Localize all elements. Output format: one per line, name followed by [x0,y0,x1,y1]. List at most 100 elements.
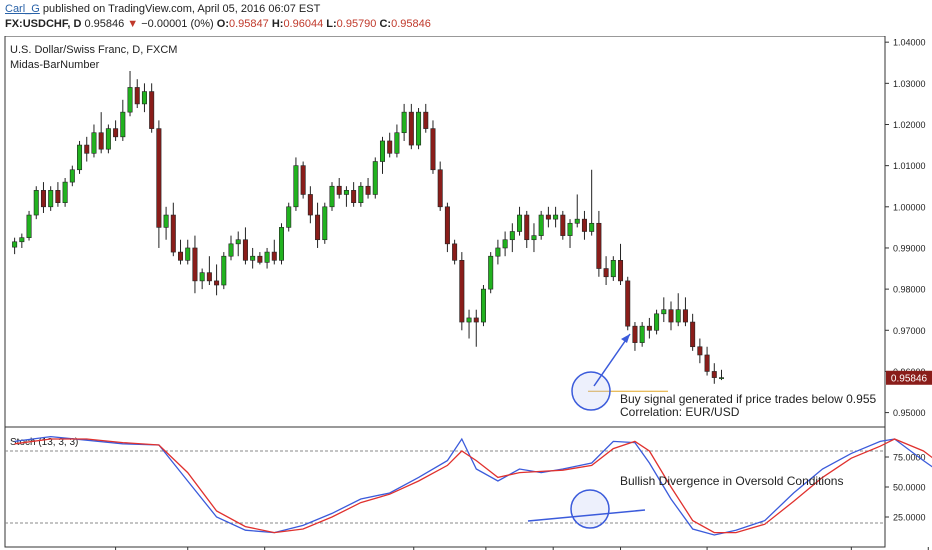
price-tick-label: 1.04000 [893,38,926,48]
candle-body [77,144,83,171]
candle-body [589,222,595,232]
candle-body [661,309,667,315]
publish-line: Carl_G published on TradingView.com, Apr… [5,3,320,15]
candle-body [654,313,660,331]
candle-body [206,272,212,282]
candle-body [156,128,162,228]
price-chart[interactable]: U.S. Dollar/Swiss Franc, D, FXCM Midas-B… [0,36,932,550]
candle-body [55,190,61,203]
author-link[interactable]: Carl_G [5,3,40,15]
candle-body [416,111,422,146]
candle-body [127,87,133,113]
high-label: H: [271,18,284,30]
arrow-head-icon [621,334,630,343]
candle-body [235,239,241,245]
candle-body [524,214,530,241]
candle-body [19,237,25,243]
candle-body [697,346,703,356]
last-price: 0.95846 [84,18,125,30]
price-tag-box [886,370,932,385]
candle-body [632,325,638,343]
candle-body [329,185,335,208]
target-arrow-line [593,333,631,387]
candle-body [517,214,523,232]
low-label: L: [326,18,337,30]
candle-body [141,91,147,105]
candle-body [553,214,559,220]
price-tick-label: 0.99000 [893,243,926,253]
high-value: 0.96044 [283,18,324,30]
price-axis: 1.04000 1.03000 1.02000 1.01000 1.00000 0.990… [885,38,926,523]
candle-body [488,255,494,290]
stoch-line-k [14,435,932,536]
candle-body [279,227,285,261]
candles-group [12,70,725,384]
price-tick-label: 0.97000 [893,326,926,336]
divergence-text: Bullish Divergence in Oversold Condition… [620,474,843,488]
candle-body [430,128,436,171]
candle-body [459,260,465,323]
candle-body [379,140,385,162]
candle-body [192,247,198,282]
candle-body [387,140,393,154]
price-tick-label: 0.95000 [893,408,926,418]
price-tick-label: 1.03000 [893,79,926,89]
candle-body [12,241,18,248]
price-tag-text: 0.95846 [891,373,928,384]
candle-body [322,206,328,241]
candle-body [62,181,68,203]
candle-body [509,231,515,241]
price-tick-label: 1.00000 [893,202,926,212]
candle-body [711,371,717,378]
candle-body [452,243,458,261]
candle-body [228,243,234,257]
candle-body [113,128,119,138]
candle-body [610,260,616,278]
candle-body [214,280,220,286]
candle-body [545,214,551,220]
candle-body [120,111,126,138]
candle-body [646,325,652,331]
candle-body [271,251,277,261]
candle-body [343,190,349,195]
published-text: published on TradingView.com, April 05, … [42,3,321,15]
candle-body [300,165,306,195]
chart-title: U.S. Dollar/Swiss Franc, D, FXCM [10,44,177,56]
candle-body [581,218,587,232]
symbol-line: FX:USDCHF, D 0.95846 ▼ −0.00001 (0%) O:0… [5,18,431,30]
candle-body [178,251,184,261]
price-tick-label: 1.02000 [893,120,926,130]
candle-body [675,309,681,323]
candle-body [48,190,54,208]
candle-body [603,268,609,278]
close-value: 0.95846 [391,18,431,30]
candle-body [690,321,696,348]
buy-signal-circle [571,371,611,411]
candle-body [185,247,191,261]
candle-body [466,317,472,323]
buy-signal-text: Buy signal generated if price trades bel… [620,392,876,406]
candle-body [98,132,104,150]
stoch-tick-label: 50.0000 [893,483,926,493]
stoch-line-d [14,438,932,534]
price-change: −0.00001 (0%) [141,18,214,30]
candle-body [26,214,32,238]
candle-body [719,377,725,379]
candle-body [423,111,429,129]
annotations-group: Buy signal generated if price trades bel… [527,333,876,529]
candle-body [668,309,674,323]
candle-body [40,190,46,208]
candle-body [596,222,602,269]
candle-body [531,235,537,241]
candle-body [351,190,357,203]
symbol-name: FX:USDCHF, D [5,18,82,30]
divergence-circle [570,489,610,529]
candle-body [257,255,263,263]
candle-body [639,325,645,343]
candle-body [444,206,450,245]
down-arrow-icon: ▼ [127,18,139,30]
stoch-tick-label: 25.0000 [893,513,926,523]
candle-body [105,128,111,150]
divergence-line [527,509,646,522]
candle-body [480,288,486,323]
